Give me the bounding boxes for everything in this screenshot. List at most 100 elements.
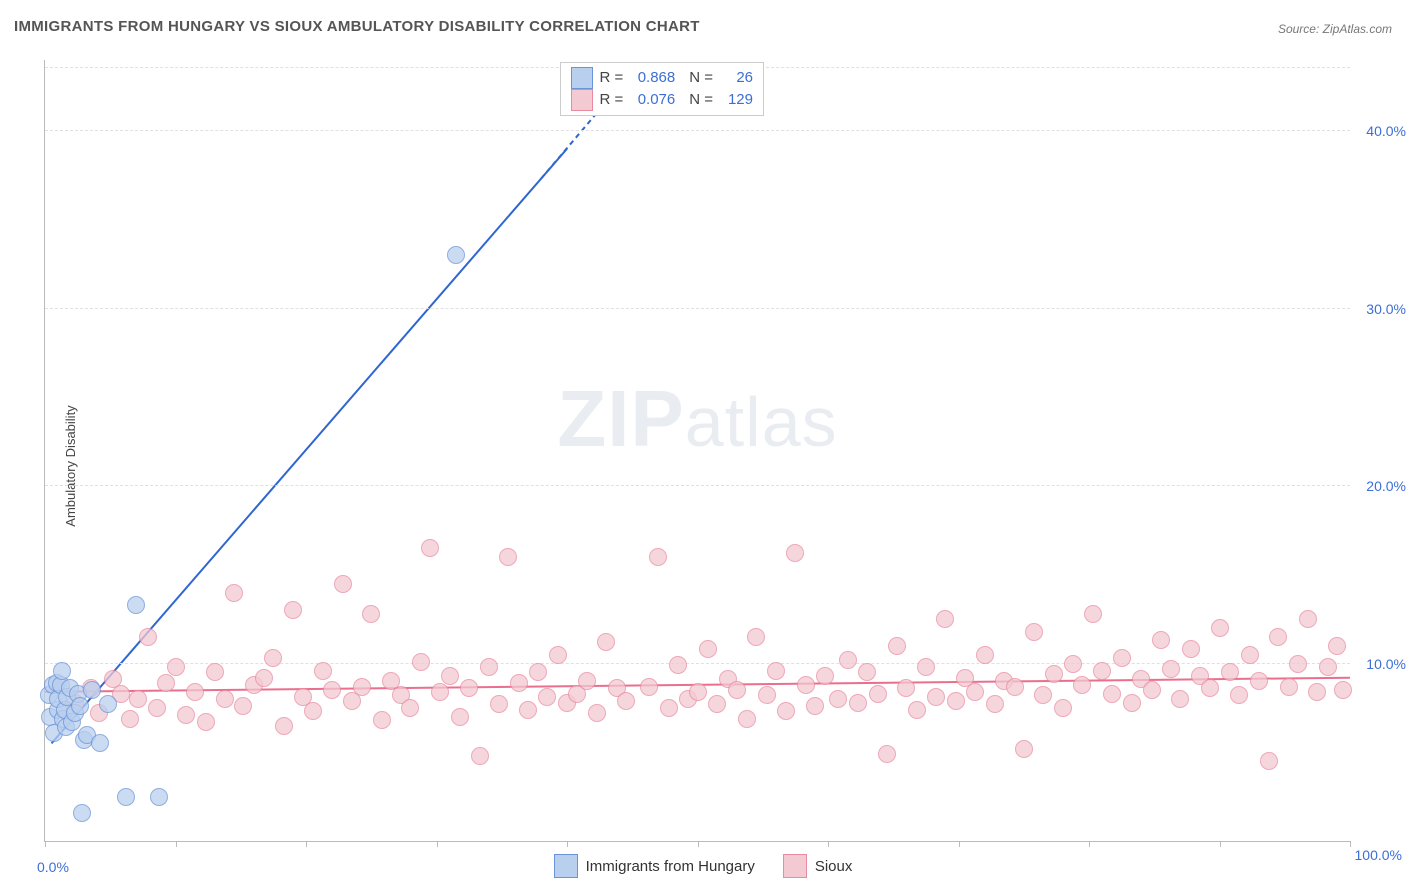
data-point-sioux [234, 697, 252, 715]
gridline [45, 130, 1350, 131]
data-point-sioux [157, 674, 175, 692]
data-point-hungary [127, 596, 145, 614]
data-point-sioux [216, 690, 234, 708]
legend-swatch-hungary [554, 854, 578, 878]
data-point-sioux [1299, 610, 1317, 628]
data-point-sioux [549, 646, 567, 664]
data-point-sioux [529, 663, 547, 681]
data-point-sioux [1328, 637, 1346, 655]
n-value: 26 [719, 67, 753, 89]
data-point-sioux [897, 679, 915, 697]
data-point-sioux [334, 575, 352, 593]
data-point-sioux [1334, 681, 1352, 699]
data-point-sioux [441, 667, 459, 685]
data-point-sioux [1054, 699, 1072, 717]
data-point-sioux [1319, 658, 1337, 676]
data-point-sioux [786, 544, 804, 562]
data-point-sioux [588, 704, 606, 722]
xtick [306, 841, 307, 847]
data-point-sioux [451, 708, 469, 726]
data-point-sioux [708, 695, 726, 713]
data-point-sioux [225, 584, 243, 602]
data-point-sioux [148, 699, 166, 717]
r-label: R = [599, 89, 623, 111]
legend-label-sioux: Sioux [815, 858, 853, 875]
xtick [828, 841, 829, 847]
data-point-sioux [139, 628, 157, 646]
data-point-sioux [490, 695, 508, 713]
data-point-sioux [177, 706, 195, 724]
data-point-sioux [1280, 678, 1298, 696]
data-point-sioux [767, 662, 785, 680]
data-point-sioux [908, 701, 926, 719]
data-point-hungary [73, 804, 91, 822]
data-point-sioux [669, 656, 687, 674]
data-point-sioux [1269, 628, 1287, 646]
data-point-sioux [1221, 663, 1239, 681]
data-point-sioux [738, 710, 756, 728]
ytick-label: 20.0% [1354, 478, 1406, 494]
data-point-sioux [460, 679, 478, 697]
legend-label-hungary: Immigrants from Hungary [586, 858, 755, 875]
data-point-sioux [597, 633, 615, 651]
data-point-sioux [966, 683, 984, 701]
data-point-sioux [927, 688, 945, 706]
data-point-hungary [117, 788, 135, 806]
data-point-sioux [323, 681, 341, 699]
data-point-sioux [1201, 679, 1219, 697]
legend-swatch-sioux [783, 854, 807, 878]
xtick [698, 841, 699, 847]
ytick-label: 30.0% [1354, 301, 1406, 317]
legend-stats-row-hungary: R =0.868 N =26 [571, 67, 753, 89]
data-point-sioux [275, 717, 293, 735]
data-point-sioux [412, 653, 430, 671]
xtick [959, 841, 960, 847]
gridline [45, 485, 1350, 486]
data-point-sioux [480, 658, 498, 676]
data-point-hungary [53, 662, 71, 680]
xtick [1350, 841, 1351, 847]
data-point-sioux [797, 676, 815, 694]
data-point-sioux [1006, 678, 1024, 696]
data-point-sioux [777, 702, 795, 720]
trend-lines [45, 60, 1350, 841]
data-point-sioux [167, 658, 185, 676]
legend-stats: R =0.868 N =26 R =0.076 N =129 [560, 62, 764, 116]
gridline [45, 308, 1350, 309]
header: IMMIGRANTS FROM HUNGARY VS SIOUX AMBULAT… [14, 18, 1392, 40]
r-label: R = [599, 67, 623, 89]
data-point-sioux [1143, 681, 1161, 699]
data-point-sioux [806, 697, 824, 715]
data-point-sioux [1241, 646, 1259, 664]
source-label: Source: ZipAtlas.com [1278, 22, 1392, 36]
data-point-sioux [264, 649, 282, 667]
data-point-sioux [1152, 631, 1170, 649]
data-point-sioux [129, 690, 147, 708]
data-point-sioux [353, 678, 371, 696]
xtick [1220, 841, 1221, 847]
data-point-sioux [1093, 662, 1111, 680]
xtick [176, 841, 177, 847]
data-point-hungary [99, 695, 117, 713]
xtick [1089, 841, 1090, 847]
legend-item-sioux: Sioux [783, 854, 853, 878]
xtick [45, 841, 46, 847]
n-value: 129 [719, 89, 753, 111]
r-value: 0.868 [629, 67, 675, 89]
data-point-sioux [255, 669, 273, 687]
data-point-sioux [510, 674, 528, 692]
data-point-sioux [578, 672, 596, 690]
data-point-sioux [1103, 685, 1121, 703]
data-point-sioux [1211, 619, 1229, 637]
data-point-sioux [499, 548, 517, 566]
trend-line-hungary [52, 149, 567, 744]
legend-stats-row-sioux: R =0.076 N =129 [571, 89, 753, 111]
n-label: N = [689, 89, 713, 111]
data-point-sioux [186, 683, 204, 701]
data-point-sioux [304, 702, 322, 720]
data-point-sioux [431, 683, 449, 701]
data-point-sioux [1171, 690, 1189, 708]
data-point-sioux [401, 699, 419, 717]
ytick-label: 10.0% [1354, 656, 1406, 672]
data-point-sioux [660, 699, 678, 717]
